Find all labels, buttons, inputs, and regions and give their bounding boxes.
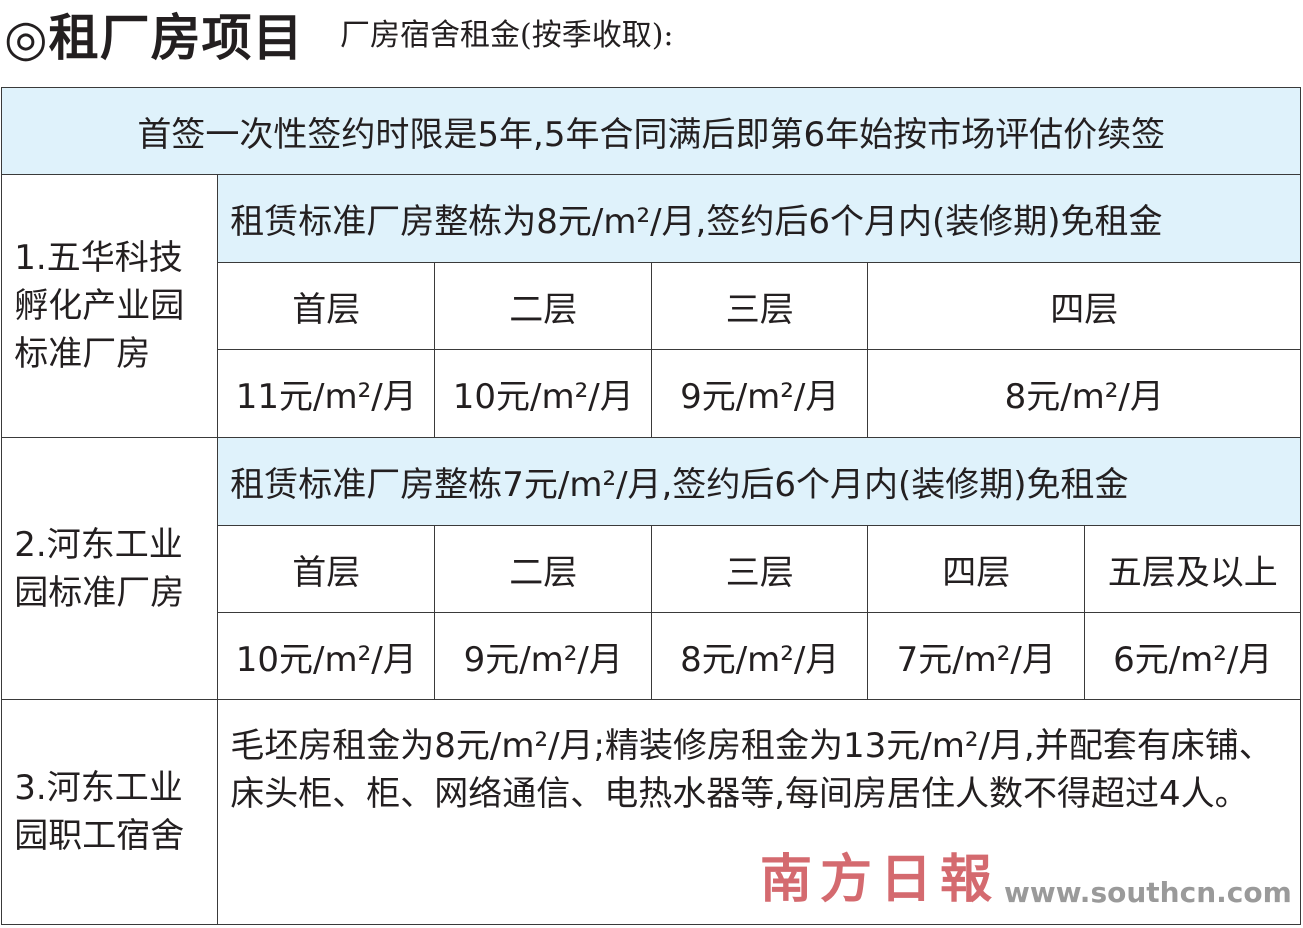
project1-price: 11元/m²/月 bbox=[217, 349, 436, 439]
project2-floor: 四层 bbox=[867, 525, 1086, 614]
newspaper-logo-watermark: 南方日報 bbox=[760, 849, 1001, 910]
project1-price: 9元/m²/月 bbox=[651, 349, 869, 439]
project1-floor: 二层 bbox=[434, 262, 653, 351]
project3-name-line: 园职工宿舍 bbox=[14, 816, 185, 857]
page-title: ◎租厂房项目 bbox=[4, 9, 304, 67]
watermark-url: www.southcn.com bbox=[1004, 876, 1292, 909]
project3-name-line: 3.河东工业 bbox=[14, 768, 183, 809]
project2-price: 7元/m²/月 bbox=[867, 612, 1086, 701]
project2-floor: 三层 bbox=[651, 525, 869, 614]
project3-name: 3.河东工业 园职工宿舍 bbox=[1, 699, 219, 926]
project1-floor: 四层 bbox=[867, 262, 1302, 351]
project1-note: 租赁标准厂房整栋为8元/m²/月,签约后6个月内(装修期)免租金 bbox=[217, 174, 1302, 264]
project1-name-line: 孵化产业园 bbox=[14, 286, 185, 327]
project2-name: 2.河东工业 园标准厂房 bbox=[1, 437, 219, 701]
project2-floor: 五层及以上 bbox=[1084, 525, 1302, 614]
project2-floor: 二层 bbox=[434, 525, 653, 614]
project1-floor: 三层 bbox=[651, 262, 869, 351]
project2-name-line: 2.河东工业 bbox=[14, 524, 183, 565]
project1-name: 1.五华科技 孵化产业园 标准厂房 bbox=[1, 174, 219, 439]
page-subtitle: 厂房宿舍租金(按季收取): bbox=[340, 18, 674, 53]
project2-note: 租赁标准厂房整栋7元/m²/月,签约后6个月内(装修期)免租金 bbox=[217, 437, 1302, 527]
project2-name-line: 园标准厂房 bbox=[14, 572, 185, 613]
project2-price: 6元/m²/月 bbox=[1084, 612, 1302, 701]
project2-price: 9元/m²/月 bbox=[434, 612, 653, 701]
project1-price: 10元/m²/月 bbox=[434, 349, 653, 439]
project2-price: 10元/m²/月 bbox=[217, 612, 436, 701]
project3-description: 毛坯房租金为8元/m²/月;精装修房租金为13元/m²/月,并配套有床铺、床头柜… bbox=[217, 699, 1302, 926]
top-note: 首签一次性签约时限是5年,5年合同满后即第6年始按市场评估价续签 bbox=[1, 87, 1302, 176]
project1-name-line: 1.五华科技 bbox=[14, 238, 183, 279]
project1-name-line: 标准厂房 bbox=[14, 334, 151, 375]
project2-price: 8元/m²/月 bbox=[651, 612, 869, 701]
project1-floor: 首层 bbox=[217, 262, 436, 351]
project2-floor: 首层 bbox=[217, 525, 436, 614]
project1-price: 8元/m²/月 bbox=[867, 349, 1302, 439]
